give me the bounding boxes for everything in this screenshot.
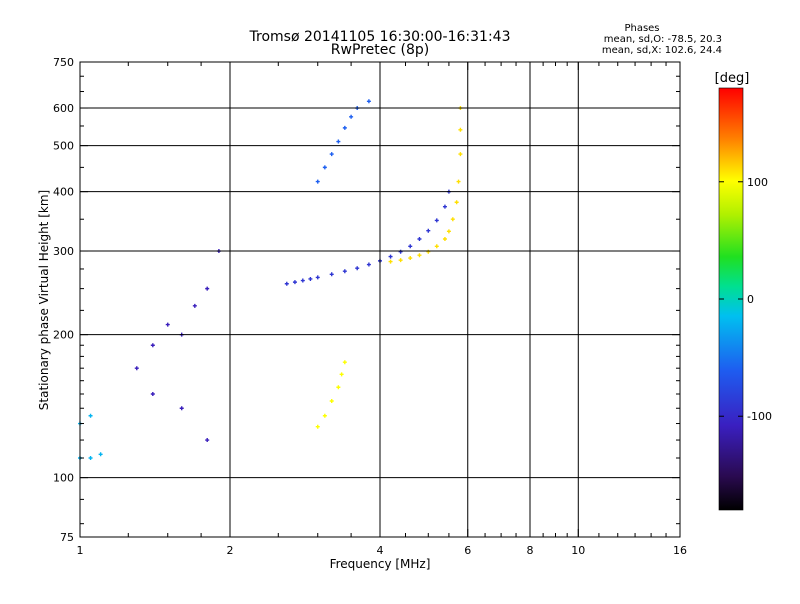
scatter-point xyxy=(165,322,170,327)
scatter-point xyxy=(388,254,393,259)
scatter-point xyxy=(398,249,403,254)
scatter-point xyxy=(417,237,422,242)
scatter-point xyxy=(150,343,155,348)
scatter-point xyxy=(366,262,371,267)
legend-x-stats: mean, sd,X: 102.6, 24.4 xyxy=(602,45,722,56)
colorbar-label: [deg] xyxy=(715,71,750,86)
scatter-point xyxy=(456,179,461,184)
scatter-point xyxy=(205,286,210,291)
scatter-point xyxy=(366,99,371,104)
scatter-point xyxy=(134,366,139,371)
scatter-point xyxy=(339,372,344,377)
scatter-point xyxy=(426,249,431,254)
scatter-point xyxy=(292,280,297,285)
scatter-point xyxy=(315,275,320,280)
x-tick-label: 2 xyxy=(227,544,234,557)
scatter-point xyxy=(98,452,103,457)
y-tick-label: 100 xyxy=(53,472,74,485)
scatter-point xyxy=(434,244,439,249)
x-axis-label: Frequency [MHz] xyxy=(330,557,431,571)
colorbar-tick-label: -100 xyxy=(747,410,772,423)
x-tick-label: 8 xyxy=(527,544,534,557)
scatter-point xyxy=(408,256,413,261)
scatter-point xyxy=(336,385,341,390)
scatter-point xyxy=(329,272,334,277)
scatter-point xyxy=(458,127,463,132)
scatter-point xyxy=(388,259,393,264)
scatter-point xyxy=(342,360,347,365)
scatter-point xyxy=(336,139,341,144)
scatter-point xyxy=(458,152,463,157)
scatter-point xyxy=(355,266,360,271)
scatter-point xyxy=(315,424,320,429)
y-tick-label: 200 xyxy=(53,329,74,342)
scatter-point xyxy=(417,253,422,258)
colorbar-tick-label: 0 xyxy=(747,293,754,306)
x-axis-ticks: 1 2 4 6 8 10 16 xyxy=(77,62,687,557)
scatter-point xyxy=(342,125,347,130)
scatter-point xyxy=(398,258,403,263)
scatter-point xyxy=(150,392,155,397)
scatter-point xyxy=(284,281,289,286)
x-tick-label: 10 xyxy=(571,544,585,557)
y-axis-label: Stationary phase Virtual Height [km] xyxy=(37,190,51,410)
chart-title: Tromsø 20141105 16:30:00-16:31:43 xyxy=(249,29,511,45)
scatter-point xyxy=(88,455,93,460)
scatter-point xyxy=(192,303,197,308)
scatter-point xyxy=(426,228,431,233)
scatter-point xyxy=(349,114,354,119)
legend-title: Phases xyxy=(624,23,659,34)
scatter-point xyxy=(342,269,347,274)
scatter-point xyxy=(315,179,320,184)
scatter-point xyxy=(329,399,334,404)
scatter-point xyxy=(442,204,447,209)
scatter-point xyxy=(450,217,455,222)
scatter-points xyxy=(78,99,463,460)
scatter-point xyxy=(434,218,439,223)
scatter-point xyxy=(322,413,327,418)
scatter-point xyxy=(308,276,313,281)
colorbar-ticks: 100 0 -100 xyxy=(719,176,772,423)
y-tick-label: 750 xyxy=(53,56,74,69)
colorbar-tick-label: 100 xyxy=(747,176,768,189)
y-tick-label: 400 xyxy=(53,186,74,199)
y-tick-label: 600 xyxy=(53,102,74,115)
scatter-point xyxy=(329,152,334,157)
scatter-point xyxy=(446,229,451,234)
y-tick-label: 300 xyxy=(53,245,74,258)
y-tick-label: 75 xyxy=(60,531,74,544)
scatter-point xyxy=(454,200,459,205)
y-axis-ticks: 75 100 200 300 400 500 600 750 xyxy=(53,56,680,544)
scatter-point xyxy=(300,278,305,283)
x-tick-label: 6 xyxy=(464,544,471,557)
scatter-point xyxy=(88,413,93,418)
x-tick-label: 16 xyxy=(673,544,687,557)
y-tick-label: 500 xyxy=(53,140,74,153)
chart-subtitle: RwPretec (8p) xyxy=(331,42,429,58)
grid-lines xyxy=(80,62,680,537)
scatter-point xyxy=(442,237,447,242)
x-tick-label: 1 xyxy=(77,544,84,557)
scatter-point xyxy=(322,165,327,170)
x-tick-label: 4 xyxy=(377,544,384,557)
scatter-point xyxy=(205,438,210,443)
scatter-point xyxy=(408,244,413,249)
legend-o-stats: mean, sd,O: -78.5, 20.3 xyxy=(604,34,722,45)
scatter-point xyxy=(179,406,184,411)
